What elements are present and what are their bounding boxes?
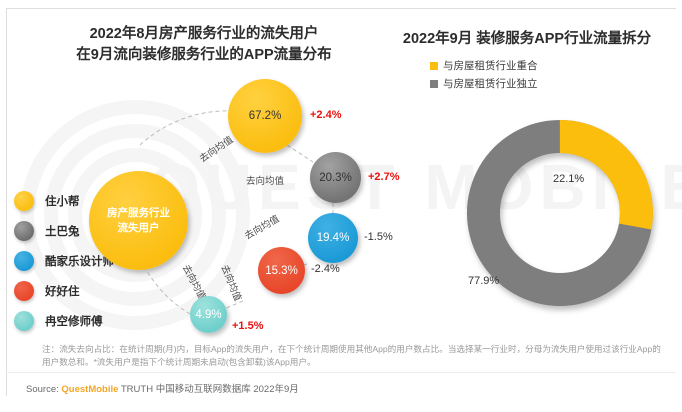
frame-line-bottom [6, 372, 676, 373]
bubble-value: 67.2% [248, 110, 282, 122]
donut-chart: 22.1% 77.9% [455, 105, 665, 320]
bubble-tubatu[interactable]: 20.3% [310, 152, 361, 203]
legend-label: 酷家乐设计师 [45, 256, 114, 268]
legend-label: 冉空修师傅 [45, 316, 103, 328]
legend-item-zhuxiaobang: 住小帮 [14, 186, 114, 216]
left-panel-title: 2022年8月房产服务行业的流失用户 在9月流向装修服务行业的APP流量分布 [34, 24, 374, 66]
bubble-value: 4.9% [195, 308, 222, 321]
source-brand: QuestMobile [61, 384, 119, 395]
hub-bubble[interactable]: 房产服务行业 流失用户 [89, 171, 188, 270]
flow-label-kujiale: 去向均值 [243, 213, 282, 243]
legend-swatch-icon [430, 79, 438, 88]
right-legend-item-independent: 与房屋租赁行业独立 [430, 76, 630, 91]
left-panel-legend: 住小帮 土巴兔 酷家乐设计师 好好住 冉空修师傅 [14, 186, 114, 336]
legend-item-rankongxiu: 冉空修师傅 [14, 306, 114, 336]
source-prefix: Source: [26, 384, 62, 395]
legend-item-haohaozhu: 好好住 [14, 276, 114, 306]
bubble-haohaozhu[interactable]: 15.3% [258, 247, 305, 294]
right-panel-title: 2022年9月 装修服务APP行业流量拆分 [402, 31, 652, 47]
legend-dot-icon [14, 281, 34, 301]
left-panel-title-line2: 在9月流向装修服务行业的APP流量分布 [76, 47, 332, 64]
legend-item-kujiale: 酷家乐设计师 [14, 246, 114, 276]
legend-label: 好好住 [45, 286, 80, 298]
hub-label-line2: 流失用户 [117, 221, 160, 234]
bubble-value: 20.3% [319, 171, 352, 184]
bubble-value: 15.3% [265, 264, 298, 277]
source-rest: TRUTH 中国移动互联网数据库 2022年9月 [118, 384, 299, 395]
legend-dot-icon [14, 191, 34, 211]
donut-label-independent: 77.9% [468, 275, 500, 287]
flow-label-haohaozhu: 去向均值 [218, 263, 243, 303]
bubble-rankongxiu[interactable]: 4.9% [190, 296, 227, 333]
delta-tubatu: +2.7% [368, 171, 400, 183]
right-legend-label: 与房屋租赁行业独立 [443, 78, 538, 90]
bubble-value: 19.4% [316, 232, 350, 244]
frame-line-left [6, 8, 7, 396]
delta-kujiale: -1.5% [364, 231, 393, 243]
delta-zhuxiaobang: +2.4% [310, 109, 342, 121]
legend-label: 住小帮 [45, 196, 80, 208]
flow-label-zhuxiaobang: 去向均值 [197, 134, 236, 165]
legend-dot-icon [14, 251, 34, 271]
right-legend-label: 与房屋租赁行业重合 [443, 60, 538, 72]
delta-rankongxiu: +1.5% [232, 320, 264, 332]
legend-item-tubatu: 土巴兔 [14, 216, 114, 246]
right-legend-item-overlap: 与房屋租赁行业重合 [430, 58, 630, 73]
hub-label-line1: 房产服务行业 [107, 207, 170, 220]
bubble-kujiale[interactable]: 19.4% [308, 213, 358, 263]
delta-haohaozhu: -2.4% [311, 263, 340, 275]
donut-label-overlap: 22.1% [553, 173, 585, 185]
flow-label-tubatu: 去向均值 [246, 176, 285, 187]
footnote: 注：流失去向占比：在统计周期(月)内，目标App的流失用户，在下个统计周期使用其… [42, 344, 661, 367]
legend-label: 土巴兔 [45, 226, 80, 238]
left-panel-title-line1: 2022年8月房产服务行业的流失用户 [89, 26, 319, 42]
bubble-zhuxiaobang[interactable]: 67.2% [228, 79, 302, 153]
right-panel-legend: 与房屋租赁行业重合 与房屋租赁行业独立 [430, 58, 630, 94]
donut-slice-yellow[interactable] [560, 120, 653, 230]
source-line: Source: QuestMobile TRUTH 中国移动互联网数据库 202… [26, 381, 299, 395]
legend-dot-icon [14, 311, 34, 331]
frame-line-top [6, 8, 676, 9]
legend-dot-icon [14, 221, 34, 241]
legend-swatch-icon [430, 61, 438, 70]
